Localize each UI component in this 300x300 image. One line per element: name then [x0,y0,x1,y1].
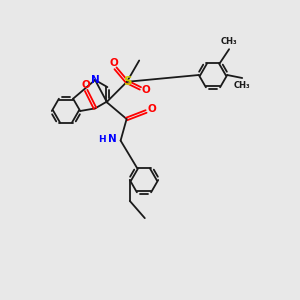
Text: N: N [91,75,100,85]
Text: O: O [147,104,156,114]
Text: O: O [82,80,91,90]
Text: H: H [98,135,106,144]
Text: O: O [141,85,150,95]
Text: O: O [110,58,118,68]
Text: CH₃: CH₃ [221,37,237,46]
Text: CH₃: CH₃ [234,81,250,90]
Text: N: N [108,134,117,144]
Text: S: S [123,75,131,88]
